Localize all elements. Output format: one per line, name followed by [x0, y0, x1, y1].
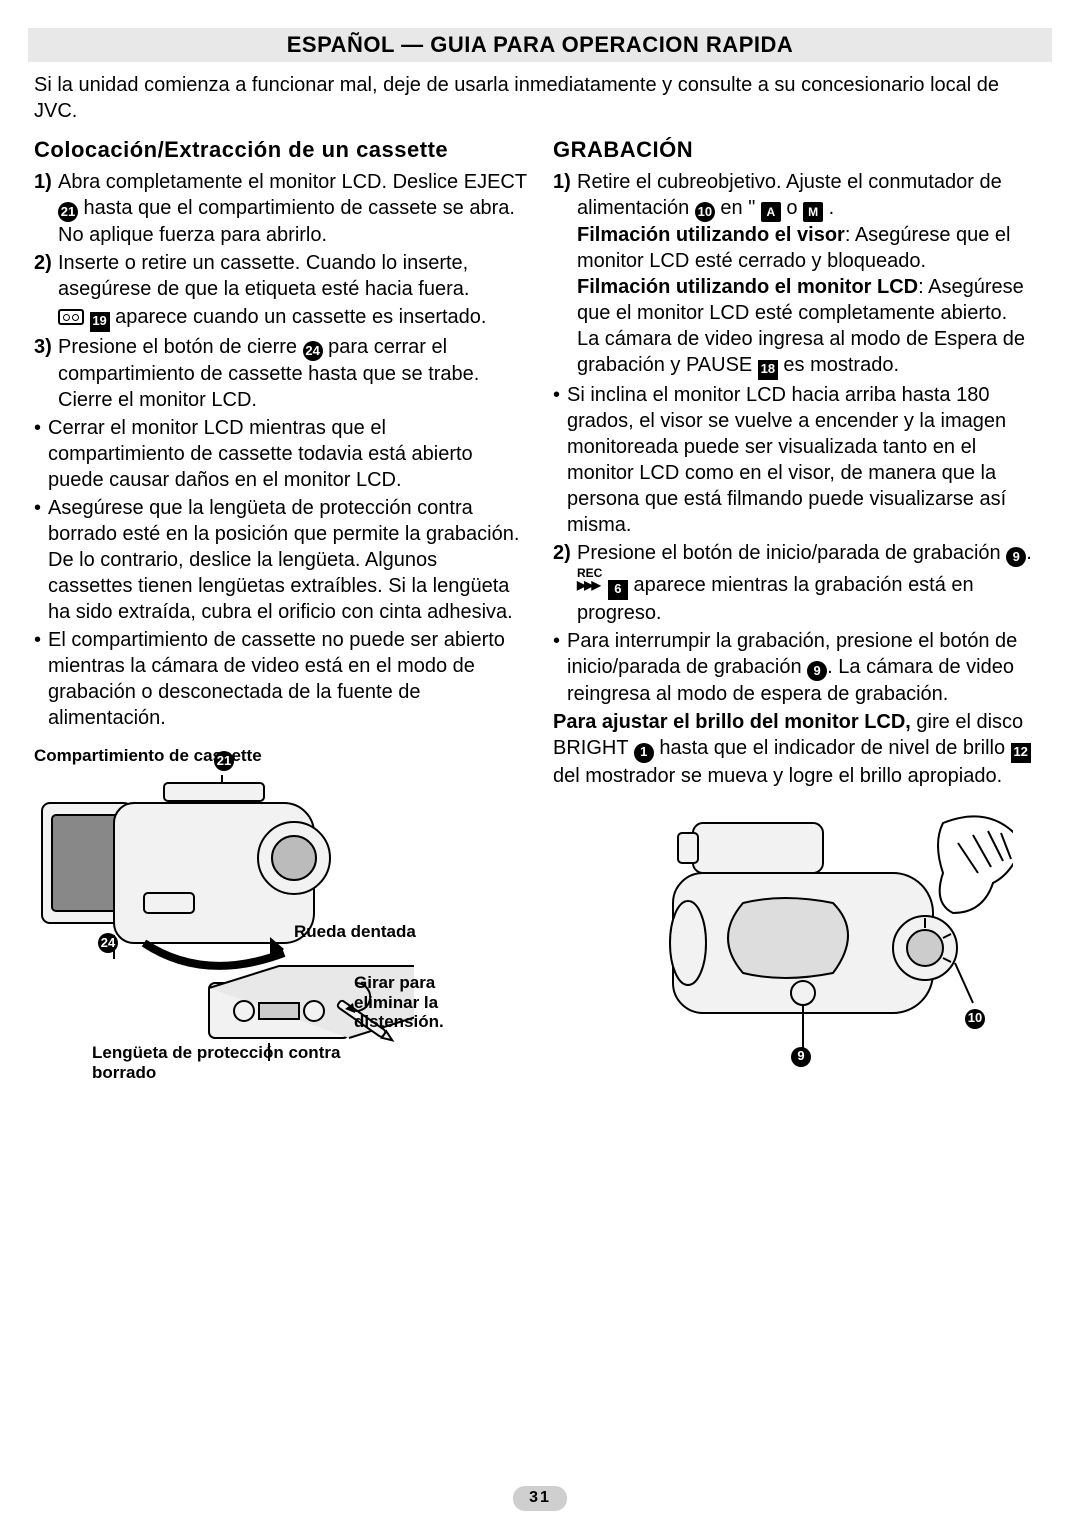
step-text: Presione el botón de inicio/parada de gr…: [577, 540, 1046, 626]
step-num: 2): [34, 250, 58, 302]
left-column: Colocación/Extracción de un cassette 1) …: [34, 136, 527, 1125]
step-num: 1): [553, 169, 577, 380]
page-title: ESPAÑOL — GUIA PARA OPERACION RAPIDA: [28, 28, 1052, 62]
ref-9-icon: 9: [1006, 547, 1026, 567]
label-girar: Girar para eliminar la distensión.: [354, 973, 504, 1032]
intro-text: Si la unidad comienza a funcionar mal, d…: [28, 72, 1052, 124]
camera-recording-illustration: [633, 803, 1013, 1063]
mode-m-icon: M: [803, 202, 823, 222]
right-bullet-1: Si inclina el monitor LCD hacia arriba h…: [553, 382, 1046, 538]
ref-12-icon: 12: [1011, 743, 1031, 763]
left-heading: Colocación/Extracción de un cassette: [34, 136, 527, 165]
step-text: Inserte o retire un cassette. Cuando lo …: [58, 250, 527, 302]
left-bullet-2: Asegúrese que la lengüeta de protección …: [34, 495, 527, 625]
left-bullet-1: Cerrar el monitor LCD mientras que el co…: [34, 415, 527, 493]
step-num: 1): [34, 169, 58, 248]
step-num: 3): [34, 334, 58, 413]
step-num: 2): [553, 540, 577, 626]
callout-9-icon: 9: [791, 1047, 811, 1067]
callout-10-icon: 10: [965, 1009, 985, 1029]
ref-24-icon: 24: [303, 341, 323, 361]
callout-24-icon: 24: [98, 933, 118, 953]
step-text: Retire el cubreobjetivo. Ajuste el conmu…: [577, 169, 1046, 380]
left-step-2: 2) Inserte o retire un cassette. Cuando …: [34, 250, 527, 302]
step-text: Presione el botón de cierre 24 para cerr…: [58, 334, 527, 413]
step-text: Abra completamente el monitor LCD. Desli…: [58, 169, 527, 248]
ref-10-icon: 10: [695, 202, 715, 222]
brightness-paragraph: Para ajustar el brillo del monitor LCD, …: [553, 709, 1046, 788]
cassette-icon: [58, 309, 84, 325]
figure-cassette: Compartimiento de cassette 21: [34, 745, 527, 1125]
rec-icon: REC▶▶▶: [577, 567, 602, 591]
label-rueda-dentada: Rueda dentada: [294, 921, 416, 943]
ref-6-icon: 6: [608, 580, 628, 600]
label-lengueta: Lengüeta de protección contra borrado: [92, 1043, 342, 1082]
left-step-3: 3) Presione el botón de cierre 24 para c…: [34, 334, 527, 413]
ref-21-icon: 21: [58, 202, 78, 222]
ref-9-icon: 9: [807, 661, 827, 681]
left-bullet-3: El compartimiento de cassette no puede s…: [34, 627, 527, 731]
left-step-2-sub: 19 aparece cuando un cassette es inserta…: [34, 304, 527, 331]
right-column: GRABACIÓN 1) Retire el cubreobjetivo. Aj…: [553, 136, 1046, 1125]
page-number: 31: [0, 1483, 1080, 1511]
right-step-1: 1) Retire el cubreobjetivo. Ajuste el co…: [553, 169, 1046, 380]
right-heading: GRABACIÓN: [553, 136, 1046, 165]
right-step-2: 2) Presione el botón de inicio/parada de…: [553, 540, 1046, 626]
ref-1-icon: 1: [634, 743, 654, 763]
right-bullet-2: Para interrumpir la grabación, presione …: [553, 628, 1046, 707]
ref-18-icon: 18: [758, 360, 778, 380]
left-step-1: 1) Abra completamente el monitor LCD. De…: [34, 169, 527, 248]
ref-19-icon: 19: [90, 312, 110, 332]
mode-a-icon: A: [761, 202, 781, 222]
figure-recording: 10 9: [553, 803, 1046, 1103]
